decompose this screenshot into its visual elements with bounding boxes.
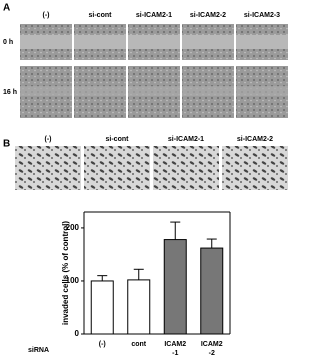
- column-header: si-cont: [106, 136, 130, 143]
- column-header: (-): [43, 12, 50, 19]
- bar: [90, 280, 114, 335]
- panel-label: A: [3, 3, 10, 14]
- wound-gap: [74, 86, 126, 96]
- wound-gap: [236, 35, 288, 49]
- row-label: 0 h: [3, 39, 13, 46]
- column-header: si-ICAM2-2: [237, 136, 273, 143]
- x-tick-label: ICAM2 -1: [164, 341, 187, 357]
- bar: [127, 279, 151, 335]
- x-tick-label: cont: [131, 341, 147, 348]
- column-header: si-ICAM2-2: [190, 12, 226, 19]
- y-axis-label: invaded cells (% of control): [61, 221, 70, 325]
- wound-gap: [182, 86, 234, 96]
- bar: [200, 247, 224, 335]
- column-header: si-cont: [89, 12, 113, 19]
- figure: A B invaded cells (% of control) siRNA (…: [3, 3, 288, 357]
- wound-gap: [236, 86, 288, 96]
- wound-gap: [128, 35, 180, 49]
- column-header: si-ICAM2-1: [168, 136, 204, 143]
- wound-gap: [128, 86, 180, 96]
- bar: [163, 239, 187, 335]
- column-header: (-): [45, 136, 52, 143]
- micrograph: [222, 146, 288, 190]
- column-header: si-ICAM2-1: [136, 12, 172, 19]
- wound-gap: [74, 35, 126, 49]
- panel-label: B: [3, 139, 10, 150]
- y-tick-label: 200: [66, 223, 80, 232]
- wound-gap: [20, 86, 72, 96]
- y-tick-label: 0: [75, 329, 80, 338]
- micrograph: [153, 146, 219, 190]
- x-tick-label: (-): [98, 341, 106, 348]
- micrograph: [84, 146, 150, 190]
- wound-gap: [20, 35, 72, 49]
- row-label: 16 h: [3, 89, 17, 96]
- x-tick-label: ICAM2 -2: [200, 341, 223, 357]
- y-tick-label: 100: [66, 276, 80, 285]
- micrograph: [15, 146, 81, 190]
- x-axis-label: siRNA: [28, 347, 49, 354]
- figure-canvas: A B invaded cells (% of control) siRNA (…: [3, 3, 288, 354]
- column-header: si-ICAM2-3: [244, 12, 280, 19]
- wound-gap: [182, 35, 234, 49]
